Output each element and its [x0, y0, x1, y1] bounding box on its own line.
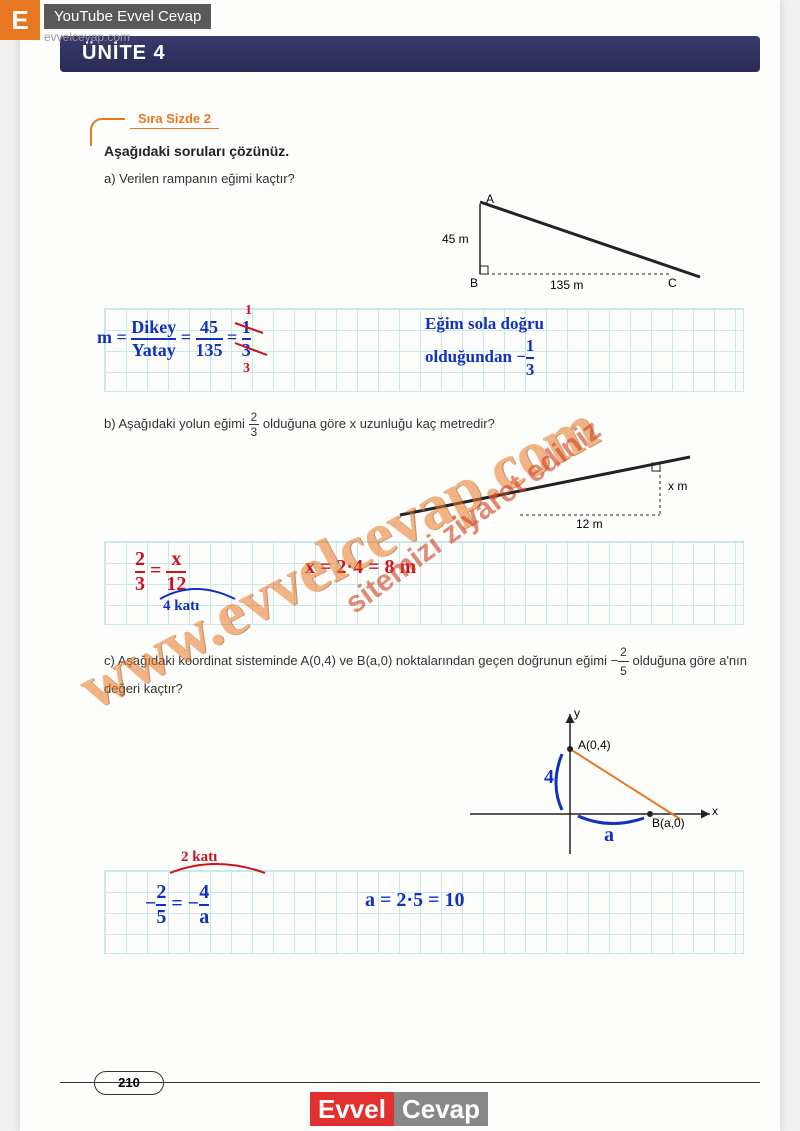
- work-c-eq: −25 = −4a: [145, 881, 209, 929]
- question-c-text: c) Aşağıdaki koordinat sisteminde A(0,4)…: [104, 643, 750, 698]
- exercise-box: Sıra Sizde 2 Aşağıdaki soruları çözünüz.…: [90, 110, 750, 972]
- qc-sign: −: [611, 653, 619, 668]
- label-B: B: [470, 276, 478, 290]
- qc-pre: c) Aşağıdaki koordinat sisteminde A(0,4)…: [104, 653, 611, 668]
- question-a-text: a) Verilen rampanın eğimi kaçtır?: [104, 171, 750, 186]
- page: ÜNİTE 4 Sıra Sizde 2 Aşağıdaki soruları …: [20, 0, 780, 1131]
- grid-b: 23 = x12 4 katı x = 2·4 = 8 m: [104, 541, 744, 625]
- grid-c: 2 katı −25 = −4a a = 2·5 = 10: [104, 870, 744, 954]
- instruction: Aşağıdaki soruları çözünüz.: [104, 143, 750, 159]
- qb-post: olduğuna göre x uzunluğu kaç metredir?: [263, 416, 495, 431]
- pt-B: B(a,0): [652, 816, 685, 830]
- work-b-ans: x = 2·4 = 8 m: [305, 556, 416, 579]
- pt-A: A(0,4): [578, 738, 611, 752]
- brand-evvel: Evvel: [310, 1092, 394, 1126]
- label-C: C: [668, 276, 677, 290]
- footer-brand: EvvelCevap: [310, 1094, 488, 1125]
- axis-y: y: [574, 706, 580, 720]
- qc-frac-n: 2: [618, 643, 629, 662]
- label-45m: 45 m: [442, 232, 469, 246]
- site-label: evvelcevap.com: [44, 30, 130, 44]
- work-a-right: Eğim sola doğruolduğundan −13: [425, 313, 544, 381]
- brand-cevap: Cevap: [394, 1092, 488, 1126]
- corner-line: [90, 118, 125, 146]
- qb-frac-n: 2: [249, 410, 260, 425]
- label-135m: 135 m: [550, 278, 583, 292]
- hand-a: a: [604, 824, 614, 847]
- diagram-c: y x A(0,4) B(a,0) 4 a: [450, 704, 730, 864]
- unit-banner: ÜNİTE 4: [60, 36, 760, 72]
- grid-a: m = DikeyYatay = 45135 = 13 1 3 Eğim sol…: [104, 308, 744, 392]
- corner-badge: E: [0, 0, 40, 40]
- qb-pre: b) Aşağıdaki yolun eğimi: [104, 416, 249, 431]
- axis-x: x: [712, 804, 718, 818]
- label-xm: x m: [668, 479, 687, 493]
- label-12m: 12 m: [576, 517, 603, 531]
- diagram-b: x m 12 m: [390, 445, 730, 535]
- page-line: [60, 1082, 760, 1083]
- diagram-a: A B C 45 m 135 m: [360, 192, 720, 302]
- work-c-ans: a = 2·5 = 10: [365, 889, 464, 912]
- youtube-label[interactable]: YouTube Evvel Cevap: [44, 4, 211, 29]
- label-A: A: [486, 192, 494, 206]
- qc-frac-d: 5: [618, 662, 629, 680]
- qb-frac-d: 3: [249, 425, 260, 439]
- question-b-text: b) Aşağıdaki yolun eğimi 23 olduğuna gör…: [104, 410, 750, 439]
- sira-label: Sıra Sizde 2: [130, 111, 219, 129]
- page-number: 210: [94, 1071, 164, 1095]
- hand-4: 4: [544, 766, 554, 789]
